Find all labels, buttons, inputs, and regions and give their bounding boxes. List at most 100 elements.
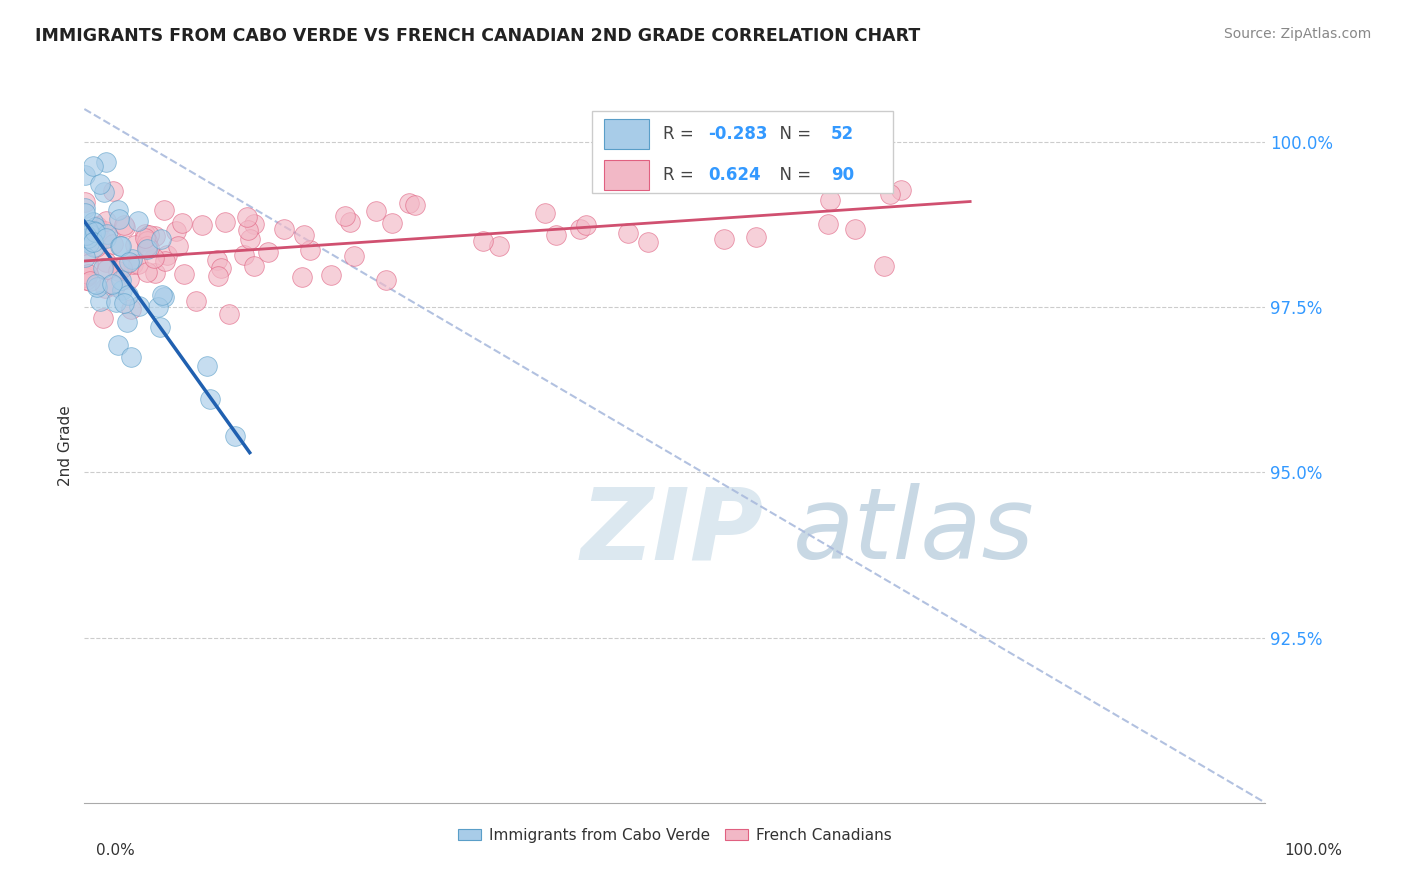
Point [817,217,839,231]
Point [191,218,214,232]
Point [145,229,167,244]
Point [76,223,98,237]
Point [153,290,176,304]
Point [94,224,117,238]
Point [112,296,135,310]
Point [93,281,115,295]
Point [110,239,132,253]
Point [257,245,280,260]
Point [138,228,160,243]
Point [136,265,159,279]
Text: 52: 52 [831,125,853,143]
FancyBboxPatch shape [592,111,893,193]
Point [96,227,118,241]
Point [84,277,107,291]
Point [236,210,259,224]
Point [273,222,295,236]
Point [73,270,96,285]
Point [134,231,156,245]
Point [127,214,149,228]
Point [82,215,104,229]
Point [224,428,246,442]
Point [112,219,135,233]
Point [110,273,132,287]
Point [637,235,659,249]
Point [404,198,426,212]
Point [364,204,387,219]
Point [488,239,510,253]
Point [569,222,592,236]
Point [136,242,159,256]
Point [534,205,557,219]
Point [184,293,207,308]
Point [101,185,124,199]
Point [243,217,266,231]
Point [77,231,100,245]
Point [82,235,104,250]
Point [83,225,105,239]
Text: ZIP: ZIP [581,483,763,580]
Point [94,231,117,245]
Point [118,255,141,269]
Point [138,241,160,255]
Point [76,257,98,271]
Point [339,214,361,228]
Text: 90: 90 [831,166,853,184]
Point [73,251,96,265]
Point [76,268,98,283]
Point [114,220,136,235]
Point [75,236,97,251]
Point [75,206,97,220]
Point [124,238,146,252]
Point [104,294,127,309]
Text: 0.0%: 0.0% [96,843,135,858]
Point [238,223,260,237]
Point [77,226,100,240]
Text: R =: R = [664,125,699,143]
Point [83,224,105,238]
Point [111,261,134,276]
Point [291,269,314,284]
Point [218,307,240,321]
Point [104,278,127,293]
Point [148,320,170,334]
Point [120,301,142,316]
Point [90,232,112,246]
Point [79,274,101,288]
Point [101,236,124,251]
Point [111,283,134,297]
Point [96,261,118,276]
Point [374,273,396,287]
Text: N =: N = [769,166,817,184]
Point [110,239,132,253]
Point [135,234,157,248]
Text: 100.0%: 100.0% [1285,843,1343,858]
Point [75,228,97,243]
Point [107,264,129,278]
Point [207,268,229,283]
Point [89,177,111,191]
Point [108,211,131,226]
Point [150,288,173,302]
Point [135,238,157,252]
Legend: Immigrants from Cabo Verde, French Canadians: Immigrants from Cabo Verde, French Canad… [453,822,897,848]
Point [319,268,342,282]
Text: IMMIGRANTS FROM CABO VERDE VS FRENCH CANADIAN 2ND GRADE CORRELATION CHART: IMMIGRANTS FROM CABO VERDE VS FRENCH CAN… [35,27,921,45]
Text: N =: N = [769,125,817,143]
Point [121,252,143,266]
Point [195,359,218,373]
Point [818,194,841,208]
Point [152,202,174,217]
Point [873,260,896,274]
Point [91,260,114,275]
Point [77,267,100,281]
Point [744,230,766,244]
Text: Source: ZipAtlas.com: Source: ZipAtlas.com [1223,27,1371,41]
Point [96,255,118,269]
Point [91,311,114,326]
Point [82,159,104,173]
Point [844,222,866,236]
Point [101,277,124,291]
Point [398,196,420,211]
Text: R =: R = [664,166,699,184]
